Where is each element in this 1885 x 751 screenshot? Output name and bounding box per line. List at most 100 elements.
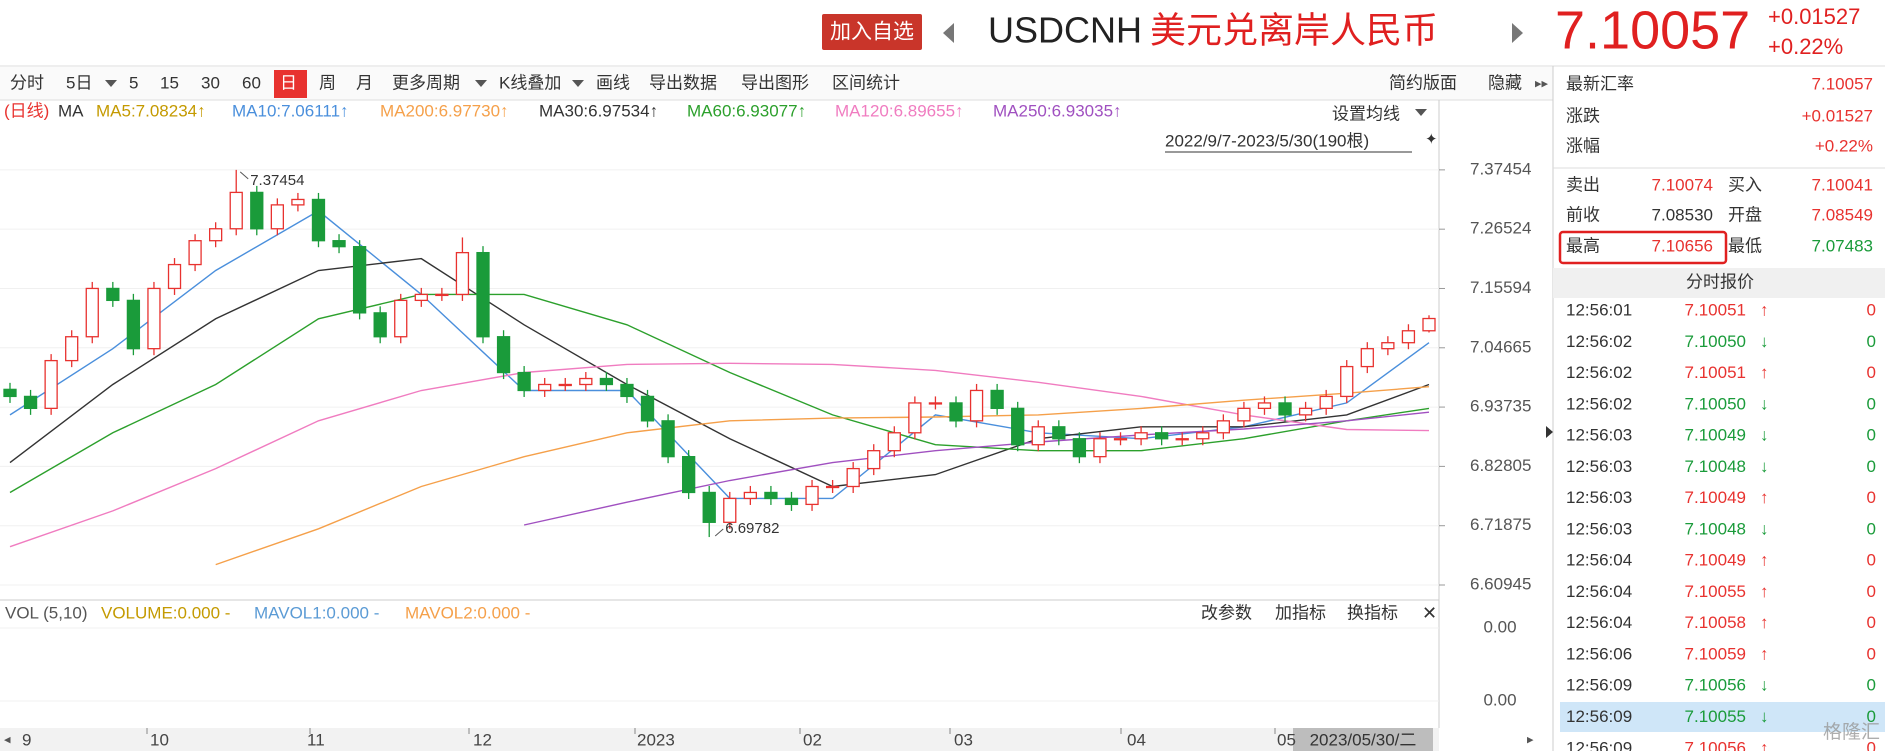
- prev-arrow[interactable]: [943, 23, 954, 43]
- tick-time: 12:56:01: [1566, 300, 1632, 319]
- toolbar-item[interactable]: 月: [356, 73, 373, 92]
- candle-body: [1072, 438, 1087, 458]
- scroll-right[interactable]: ▸: [1527, 731, 1534, 746]
- tick-price: 7.10049: [1685, 488, 1746, 507]
- x-tick-label: 05: [1277, 730, 1296, 749]
- toolbar-item[interactable]: 区间统计: [832, 73, 900, 92]
- price-change: +0.01527: [1768, 4, 1860, 29]
- tick-volume: 0: [1867, 426, 1876, 445]
- volume-button[interactable]: 加指标: [1275, 603, 1326, 622]
- toolbar-item[interactable]: 60: [242, 73, 261, 92]
- dropdown-icon[interactable]: [572, 80, 584, 87]
- candle-body: [1031, 426, 1045, 446]
- candle-body: [969, 389, 984, 422]
- dropdown-icon[interactable]: [105, 80, 117, 87]
- tick-volume: 0: [1867, 738, 1876, 751]
- candle-body: [538, 383, 552, 392]
- quote-label: 最新汇率: [1566, 74, 1634, 93]
- ma-line: [215, 386, 1430, 566]
- legend-entry: MA5:7.08234↑: [96, 101, 206, 120]
- quote-value: 7.10074: [1652, 175, 1713, 194]
- add-watchlist-label[interactable]: 加入自选: [830, 21, 914, 44]
- plot: [0, 169, 1445, 586]
- toolbar-item[interactable]: 简约版面: [1389, 73, 1457, 92]
- tick-direction: ↓: [1760, 707, 1769, 726]
- tick-time: 12:56:04: [1566, 551, 1632, 570]
- volume-button[interactable]: 改参数: [1201, 603, 1252, 622]
- candle-body: [270, 204, 284, 230]
- dropdown-icon[interactable]: [475, 80, 487, 87]
- toolbar-item[interactable]: 周: [319, 73, 336, 92]
- quote-value: 7.10656: [1652, 236, 1713, 255]
- toolbar-item[interactable]: 5: [129, 73, 138, 92]
- tick-price: 7.10049: [1685, 426, 1746, 445]
- tick-time: 12:56:02: [1566, 363, 1632, 382]
- candle-body: [682, 456, 696, 494]
- toolbar-item[interactable]: 画线: [596, 73, 630, 92]
- candle-body: [1278, 402, 1292, 416]
- volume-item: MAVOL1:0.000 -: [254, 603, 379, 622]
- tick-price: 7.10056: [1685, 738, 1746, 751]
- candle-body: [394, 299, 408, 338]
- candle-body: [867, 450, 881, 470]
- period-label: (日线): [4, 101, 49, 120]
- toolbar: [0, 67, 1553, 100]
- annotation-arrow: [714, 528, 724, 537]
- candle-body: [1093, 438, 1107, 458]
- collapse-icon[interactable]: ▸▸: [1535, 75, 1549, 90]
- toolbar-item[interactable]: 日: [280, 73, 297, 92]
- selected-row: [1560, 702, 1885, 732]
- candle-body: [1155, 432, 1169, 440]
- ticks-header-bg: [1553, 268, 1885, 298]
- candle-body: [1196, 432, 1210, 440]
- volume-button[interactable]: 换指标: [1347, 603, 1398, 622]
- pin-icon[interactable]: ✦: [1425, 131, 1438, 148]
- tick-direction: ↑: [1760, 613, 1769, 632]
- annotation: 6.69782: [725, 520, 779, 537]
- quote-label: 开盘: [1728, 205, 1762, 224]
- toolbar-item[interactable]: 5日: [66, 73, 92, 92]
- tick-volume: 0: [1867, 582, 1876, 601]
- add-watchlist-button[interactable]: [822, 14, 922, 50]
- candle-body: [825, 485, 840, 489]
- tick-time: 12:56:02: [1566, 394, 1632, 413]
- tick-direction: ↓: [1760, 426, 1769, 445]
- dropdown-icon[interactable]: [1415, 109, 1427, 116]
- toolbar-item[interactable]: 更多周期: [392, 73, 460, 92]
- tick-direction: ↓: [1760, 332, 1769, 351]
- candle-body: [908, 402, 922, 434]
- cursor-date-box: [1293, 728, 1433, 751]
- tick-time: 12:56:09: [1566, 707, 1632, 726]
- y-tick-label: 6.82805: [1470, 456, 1531, 475]
- tick-direction: ↓: [1760, 394, 1769, 413]
- tick-price: 7.10048: [1685, 519, 1746, 538]
- toolbar-item[interactable]: K线叠加: [499, 73, 561, 92]
- tick-price: 7.10058: [1685, 613, 1746, 632]
- ma-settings[interactable]: 设置均线: [1332, 104, 1400, 123]
- quote-value: 7.08549: [1812, 205, 1873, 224]
- volume-item: MAVOL2:0.000 -: [405, 603, 530, 622]
- tick-volume: 0: [1867, 488, 1876, 507]
- next-arrow[interactable]: [1512, 23, 1523, 43]
- toolbar-item[interactable]: 分时: [10, 73, 44, 92]
- candle-body: [805, 485, 819, 506]
- tick-volume: 0: [1867, 363, 1876, 382]
- scroll-left[interactable]: ◂: [4, 731, 11, 746]
- toolbar-item[interactable]: 30: [201, 73, 220, 92]
- toolbar-item[interactable]: 导出图形: [741, 73, 809, 92]
- x-tick-label: 02: [803, 730, 822, 749]
- toolbar-item[interactable]: 导出数据: [649, 73, 717, 92]
- tick-price: 7.10059: [1685, 644, 1746, 663]
- candle-body: [352, 246, 367, 314]
- toolbar-item[interactable]: 隐藏: [1488, 73, 1522, 92]
- candle-body: [147, 287, 161, 350]
- toolbar-item[interactable]: 15: [160, 73, 179, 92]
- close-indicator[interactable]: ✕: [1422, 603, 1437, 623]
- tick-price: 7.10049: [1685, 551, 1746, 570]
- y-tick-label: 6.60945: [1470, 574, 1531, 593]
- candle-body: [65, 336, 79, 362]
- candle-body: [3, 388, 17, 398]
- candle-body: [1175, 438, 1189, 441]
- ma-line: [523, 411, 1430, 526]
